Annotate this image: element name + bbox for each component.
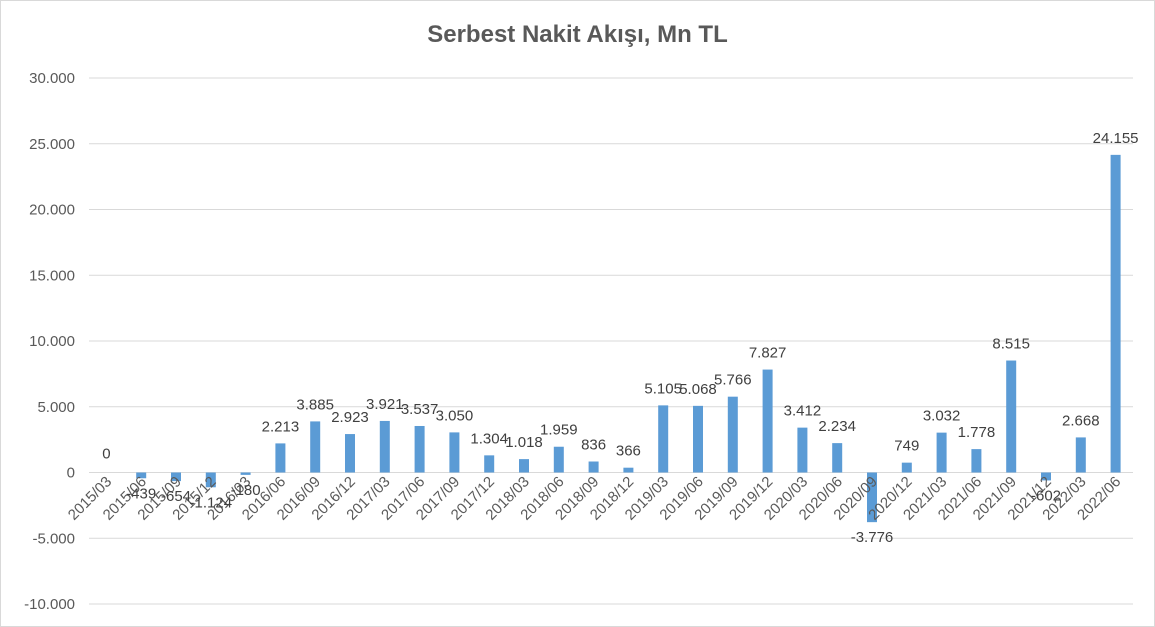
- data-label: 3.537: [401, 401, 439, 418]
- y-tick-label: 0: [67, 465, 75, 482]
- bar: [797, 427, 808, 473]
- bar: [379, 420, 390, 473]
- gridlines: [89, 77, 1133, 605]
- data-label: 1.959: [540, 422, 578, 439]
- bar: [1075, 437, 1086, 473]
- bar: [414, 425, 425, 473]
- bar: [623, 467, 634, 473]
- y-tick-label: 20.000: [29, 202, 75, 219]
- data-label: -1.124: [190, 494, 233, 511]
- bar: [449, 432, 460, 473]
- bar: [171, 472, 181, 482]
- bar: [553, 446, 564, 473]
- data-label: 3.921: [366, 396, 404, 413]
- y-tick-label: 25.000: [29, 136, 75, 153]
- bar: [1041, 472, 1051, 481]
- bar: [484, 455, 495, 473]
- data-label: 1.018: [505, 434, 543, 451]
- data-label: 8.515: [992, 336, 1030, 353]
- y-tick-label: 5.000: [37, 399, 75, 416]
- chart-title: Serbest Nakit Akışı, Mn TL: [427, 21, 728, 48]
- bar: [971, 449, 982, 473]
- data-label: 3.050: [436, 407, 474, 424]
- data-label: 2.923: [331, 409, 369, 426]
- bar: [205, 472, 216, 488]
- data-label: 1.304: [470, 430, 508, 447]
- data-labels: 0-439 -654-1.124-1802.2133.8852.9233.9213…: [102, 130, 1138, 546]
- data-label: 3.032: [923, 408, 961, 425]
- bar: [936, 432, 947, 473]
- bar: [832, 443, 843, 473]
- bar: [519, 459, 529, 473]
- bar: [588, 461, 599, 473]
- data-label: 749: [894, 438, 919, 455]
- y-tick-label: 15.000: [29, 267, 75, 284]
- data-label: -439: [126, 485, 156, 502]
- y-tick-label: 10.000: [29, 333, 75, 350]
- data-label: 836: [581, 437, 606, 454]
- bar: [658, 405, 669, 473]
- bar: [1006, 360, 1017, 473]
- bar: [693, 405, 703, 473]
- data-label: 24.155: [1093, 130, 1139, 147]
- data-label: 5.105: [644, 380, 682, 397]
- bars: [136, 154, 1121, 523]
- bar: [310, 421, 321, 473]
- data-label: 3.885: [296, 396, 334, 413]
- data-label: -180: [231, 482, 261, 499]
- bar: [136, 472, 147, 479]
- data-label: 2.234: [818, 418, 856, 435]
- data-label: 3.412: [784, 403, 822, 420]
- bar: [762, 369, 773, 473]
- data-label: -602: [1031, 487, 1061, 504]
- data-label: 1.778: [958, 424, 996, 441]
- bar: [345, 434, 355, 473]
- data-label: 5.068: [679, 381, 717, 398]
- data-label: -654: [161, 488, 191, 505]
- y-tick-labels: 30.000 25.000 20.000 15.000 10.000 5.000 0 -5.0…: [24, 70, 75, 613]
- data-label: 2.213: [262, 418, 300, 435]
- bar: [867, 472, 877, 523]
- bar: [901, 462, 912, 473]
- y-tick-label: 30.000: [29, 70, 75, 87]
- data-label: -3.776: [851, 529, 894, 546]
- y-tick-label: -10.000: [24, 596, 75, 613]
- data-label: 7.827: [749, 345, 787, 362]
- data-label: 0: [102, 446, 110, 463]
- bar: [727, 396, 738, 473]
- bar: [1110, 154, 1121, 473]
- data-label: 5.766: [714, 372, 752, 389]
- bar: [275, 443, 286, 473]
- y-tick-label: -5.000: [32, 530, 75, 547]
- data-label: 366: [616, 443, 641, 460]
- data-label: 2.668: [1062, 412, 1100, 429]
- bar: [240, 472, 251, 475]
